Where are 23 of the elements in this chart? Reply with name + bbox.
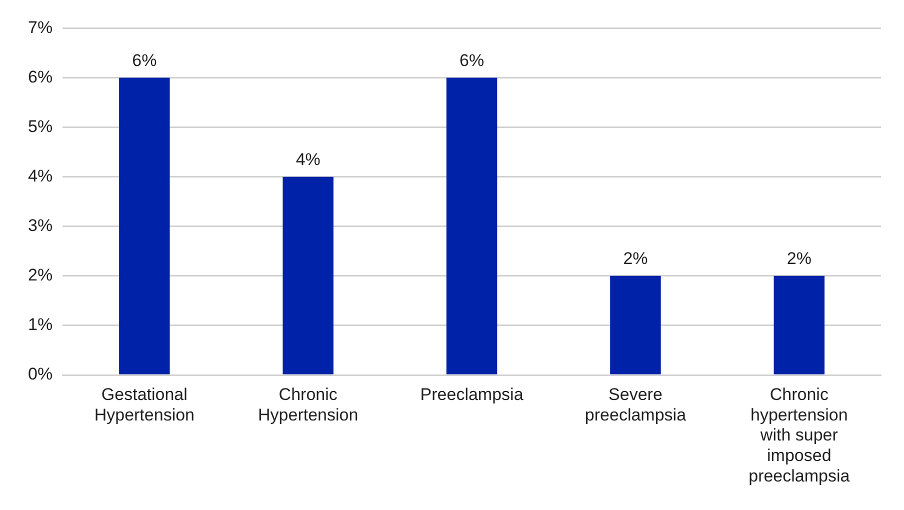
data-label: 6% [459, 50, 484, 70]
bar [282, 176, 334, 374]
y-tick-label: 4% [28, 166, 53, 186]
y-tick-label: 0% [28, 364, 53, 384]
y-tick-label: 6% [28, 67, 53, 86]
data-label: 4% [296, 150, 320, 170]
y-tick-label: 3% [28, 216, 53, 236]
y-tick-label: 1% [28, 315, 53, 334]
bar [610, 276, 661, 374]
data-label: 2% [786, 249, 812, 268]
x-tick-label: Preeclampsia [420, 384, 524, 404]
bar [119, 78, 170, 374]
data-label: 2% [623, 249, 648, 268]
bar [446, 78, 498, 374]
y-tick-label: 5% [28, 116, 53, 136]
x-tick-label: Gestational Hypertension [94, 384, 194, 424]
bar [774, 276, 825, 374]
y-tick-label: 2% [28, 266, 53, 285]
x-tick-label: Chronic hypertension with super imposed preeclampsia [748, 384, 850, 486]
x-tick-label: Severe preeclampsia [584, 384, 687, 424]
y-tick-label: 7% [28, 18, 53, 37]
x-tick-label: Chronic Hypertension [258, 384, 358, 424]
data-label: 6% [132, 50, 157, 70]
